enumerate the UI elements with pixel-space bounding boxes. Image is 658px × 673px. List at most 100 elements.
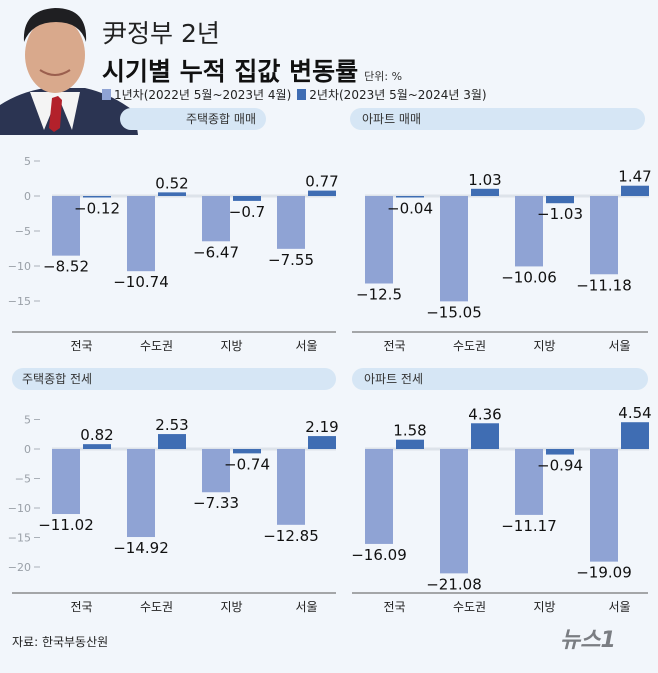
x-tick-label: 서울 bbox=[608, 339, 630, 353]
data-label: −0.04 bbox=[387, 200, 433, 218]
data-label: −11.18 bbox=[576, 276, 632, 294]
x-tick-label: 서울 bbox=[608, 600, 630, 614]
y-tick-label: −5 bbox=[15, 473, 31, 486]
legend-label-year1: 1년차(2022년 5월~2023년 4월) bbox=[114, 88, 292, 102]
data-label: 0.52 bbox=[155, 174, 188, 192]
x-tick-label: 수도권 bbox=[140, 600, 173, 614]
bar-year1 bbox=[440, 196, 468, 302]
panel-title-text: 아파트 전세 bbox=[364, 372, 424, 386]
data-label: −11.02 bbox=[38, 516, 94, 534]
x-tick-label: 지방 bbox=[220, 339, 242, 353]
data-label: −16.09 bbox=[351, 546, 407, 564]
data-label: −0.74 bbox=[224, 455, 270, 473]
data-label: −6.47 bbox=[193, 243, 239, 261]
x-tick-label: 전국 bbox=[383, 600, 405, 614]
data-label: 2.19 bbox=[305, 418, 338, 436]
bar-year1 bbox=[202, 449, 230, 493]
data-label: −12.5 bbox=[356, 286, 402, 304]
bar-year1 bbox=[515, 449, 543, 515]
bar-year2 bbox=[308, 190, 336, 196]
data-label: −1.03 bbox=[537, 205, 583, 223]
bar-year2 bbox=[233, 196, 261, 201]
bar-year2 bbox=[546, 196, 574, 204]
data-label: 1.47 bbox=[618, 168, 651, 186]
panel-title-text: 아파트 매매 bbox=[362, 112, 422, 126]
panel-title-1: 아파트 매매 bbox=[350, 108, 645, 130]
bar-year2 bbox=[471, 423, 499, 449]
legend-label-year2: 2년차(2023년 5월~2024년 3월) bbox=[309, 88, 487, 102]
x-tick-label: 지방 bbox=[533, 600, 555, 614]
y-tick-label: −15 bbox=[8, 532, 31, 545]
y-tick-label: −20 bbox=[8, 561, 31, 574]
bar-year2 bbox=[83, 196, 111, 198]
data-label: −7.33 bbox=[193, 494, 239, 512]
x-tick-label: 지방 bbox=[533, 339, 555, 353]
y-tick-label: −10 bbox=[8, 502, 31, 515]
data-label: −7.55 bbox=[268, 251, 314, 269]
data-label: −0.7 bbox=[229, 203, 265, 221]
data-label: −14.92 bbox=[113, 539, 169, 557]
title-line1: 尹정부 2년 bbox=[102, 19, 220, 48]
data-label: −10.06 bbox=[501, 268, 557, 286]
data-label: −8.52 bbox=[43, 258, 89, 276]
y-tick-label: 5 bbox=[24, 155, 31, 168]
y-tick-label: 0 bbox=[24, 443, 31, 456]
y-tick-label: −5 bbox=[15, 225, 31, 238]
x-tick-label: 전국 bbox=[383, 339, 405, 353]
data-label: −0.94 bbox=[537, 457, 583, 475]
y-tick-label: 5 bbox=[24, 414, 31, 427]
bar-year1 bbox=[365, 449, 393, 544]
x-tick-label: 전국 bbox=[70, 339, 92, 353]
panel-title-0: 주택종합 매매 bbox=[120, 108, 266, 130]
bar-year2 bbox=[546, 449, 574, 455]
data-label: 0.82 bbox=[80, 426, 113, 444]
x-tick-label: 전국 bbox=[70, 600, 92, 614]
bar-year1 bbox=[590, 449, 618, 562]
bar-year2 bbox=[308, 436, 336, 449]
source-note: 자료: 한국부동산원 bbox=[12, 635, 109, 649]
bar-year2 bbox=[471, 188, 499, 196]
bar-year2 bbox=[621, 185, 649, 196]
logo-text: 뉴스1 bbox=[560, 628, 616, 653]
y-tick-label: −10 bbox=[8, 260, 31, 273]
bar-year1 bbox=[127, 449, 155, 538]
bar-year2 bbox=[158, 192, 186, 196]
bar-year1 bbox=[590, 196, 618, 275]
legend: 1년차(2022년 5월~2023년 4월) 2년차(2023년 5월~2024… bbox=[102, 86, 487, 103]
bar-year2 bbox=[396, 439, 424, 449]
data-label: −10.74 bbox=[113, 273, 169, 291]
data-label: 2.53 bbox=[155, 416, 188, 434]
x-tick-label: 서울 bbox=[295, 339, 317, 353]
bar-year2 bbox=[396, 196, 424, 198]
x-tick-label: 수도권 bbox=[453, 339, 486, 353]
data-label: −21.08 bbox=[426, 575, 482, 593]
data-label: −15.05 bbox=[426, 303, 482, 321]
bar-year1 bbox=[277, 449, 305, 525]
bar-year2 bbox=[83, 444, 111, 449]
x-tick-label: 수도권 bbox=[453, 600, 486, 614]
bar-year2 bbox=[621, 422, 649, 449]
title-row: 시기별 누적 집값 변동률 단위: % bbox=[102, 52, 402, 88]
x-tick-label: 지방 bbox=[220, 600, 242, 614]
bar-year1 bbox=[515, 196, 543, 267]
data-label: 4.36 bbox=[468, 405, 501, 423]
bar-year2 bbox=[158, 434, 186, 449]
panel-title-text: 주택종합 매매 bbox=[185, 112, 256, 126]
data-label: 1.58 bbox=[393, 422, 426, 440]
bar-year1 bbox=[277, 196, 305, 249]
x-tick-label: 수도권 bbox=[140, 339, 173, 353]
bar-year1 bbox=[127, 196, 155, 272]
y-tick-label: 0 bbox=[24, 190, 31, 203]
legend-swatch-year2 bbox=[297, 89, 307, 100]
bar-year1 bbox=[202, 196, 230, 242]
bar-year1 bbox=[52, 449, 80, 515]
legend-swatch-year1 bbox=[102, 89, 111, 100]
panel-title-text: 주택종합 전세 bbox=[22, 372, 93, 386]
y-tick-label: −15 bbox=[8, 295, 31, 308]
bar-year1 bbox=[52, 196, 80, 256]
title-line2: 시기별 누적 집값 변동률 bbox=[102, 57, 359, 86]
data-label: −0.12 bbox=[74, 200, 120, 218]
bar-year1 bbox=[440, 449, 468, 574]
data-label: −19.09 bbox=[576, 564, 632, 582]
